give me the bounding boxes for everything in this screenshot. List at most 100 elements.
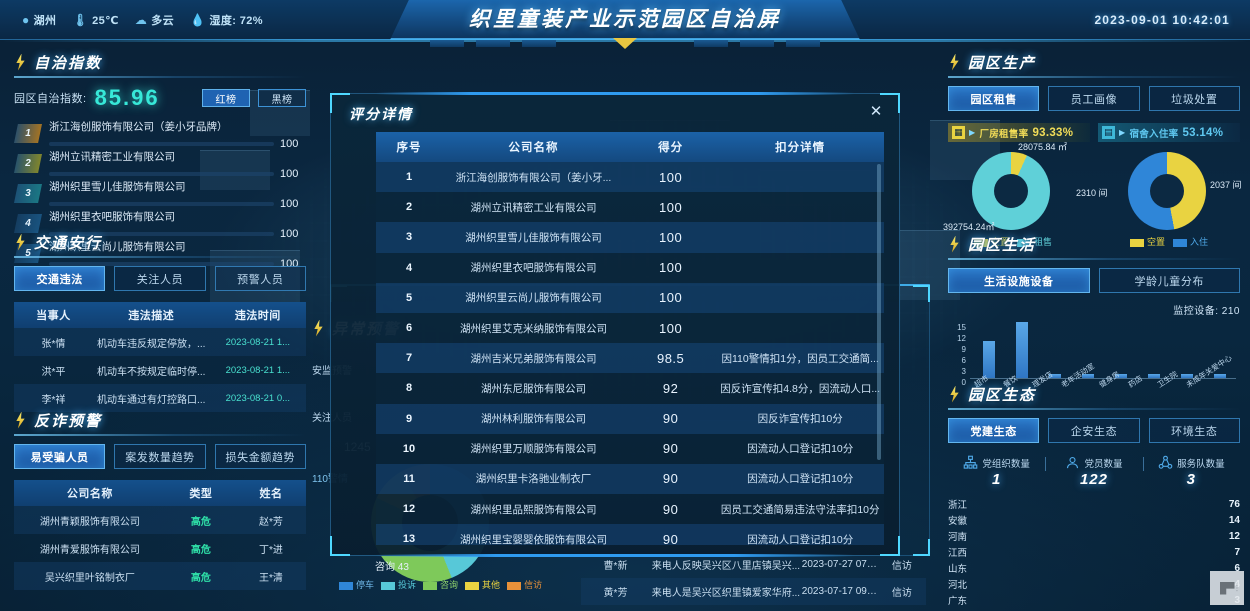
table-row[interactable]: 黄*芳 来电人是吴兴区织里镇爱家华府... 2023-07-17 09:... … [581,578,926,605]
bolt-icon [314,319,323,337]
monitoring-device-count: 监控设备: 210 [1173,306,1240,317]
cell-company: 湖州青爱服饰有限公司 [39,544,140,556]
cell-deduction: 因流动人口登记扣10分 [716,463,884,495]
table-row[interactable]: 6 湖州织里艾克米纳服饰有限公司 100 [376,312,884,344]
tab-case-count-trend[interactable]: 案发数量趋势 [114,444,206,469]
stat-label: 服务队数量 [1177,458,1225,470]
rank-badge: 4 [14,214,42,233]
province-name: 安徽 [948,516,968,527]
bar-clinic [1170,374,1203,378]
redlist-button[interactable]: 红榜 [202,89,250,107]
bar-elderly-room [1071,374,1104,378]
tab-school-age-children[interactable]: 学龄儿童分布 [1098,268,1240,293]
table-row[interactable]: 李*祥 机动车通过有灯控路口... 2023-08-21 0... [14,384,306,412]
tab-waste-disposal[interactable]: 垃圾处置 [1148,86,1240,111]
cell-time: 2023-07-17 09:... [801,578,878,605]
weather-temperature: 🌡 25℃ [72,14,118,27]
cell-deduction: 因反诈宣传扣10分 [716,403,884,434]
cell-company: 湖州织里万顺服饰有限公司 [442,433,625,464]
company-name: 湖州织里雪儿佳服饰有限公司 [49,181,186,193]
cell-score: 90 [624,494,717,525]
table-row[interactable]: 张*情 机动车违反规定停放，... 2023-08-21 1... [14,328,306,356]
list-item[interactable]: 2 湖州立讯精密工业有限公司 100 [14,147,306,180]
score-bar [49,142,274,146]
tab-enterprise-safety[interactable]: 企安生态 [1048,418,1140,443]
panel-title: 园区生态 [968,386,1037,404]
table-row[interactable]: 吴兴织里叶铭制衣厂 高危 王*清 [14,562,306,590]
thermometer-icon: 🌡 [72,13,89,27]
list-item[interactable]: 3 湖州织里雪儿佳服饰有限公司 100 [14,177,306,210]
production-donut-area: 28075.84 ㎡ 392754.24㎡ 空置 租售 2310 间 2037 … [943,142,1242,247]
cell-name: 赵*芳 [235,506,306,534]
tab-life-facilities[interactable]: 生活设施设备 [948,268,1090,293]
factory-rental-rate-chip: ▦ ▶ 厂房租售率 93.33% [948,123,1090,142]
table-row[interactable]: 2 湖州立讯精密工业有限公司 100 [376,192,884,223]
cell-score: 100 [624,222,717,253]
tab-employee-profile[interactable]: 员工画像 [1048,86,1140,111]
weather-location: ● 湖州 [22,12,56,28]
table-row[interactable]: 湖州青颖服饰有限公司 高危 赵*芳 [14,506,306,534]
table-row[interactable]: 7 湖州吉米兄弟服饰有限公司 98.5 因110警情扣1分，因员工交通简... [376,343,884,374]
table-row[interactable]: 4 湖州织里衣吧服饰有限公司 100 [376,252,884,283]
cell-company: 湖州立讯精密工业有限公司 [442,192,625,223]
table-row[interactable]: 5 湖州织里云尚儿服饰有限公司 100 [376,282,884,313]
corner-top-right [913,285,930,302]
panel-park-life: 园区生活 生活设施设备 学龄儿童分布 监控设备: 210 15 12 9 6 3… [948,232,1240,399]
table-row[interactable]: 10 湖州织里万顺服饰有限公司 90 因流动人口登记扣10分 [376,433,884,464]
ecology-stats: 党组织数量 1 党员数量 122 服务队数量 [948,455,1240,488]
tab-warning-person[interactable]: 预警人员 [214,266,306,291]
list-item[interactable]: 4 湖州织里衣吧服饰有限公司 100 [14,207,306,240]
col-company: 公司名称 [442,132,625,162]
list-item[interactable]: 5 湖州织里云尚儿服饰有限公司 100 [14,237,306,270]
legend-vacant: 空置 [974,235,1009,248]
weather-strip: ● 湖州 🌡 25℃ ☁ 多云 💧 湿度: 72% [22,0,263,40]
table-row[interactable]: 8 湖州东尼服饰有限公司 92 因反诈宣传扣4.8分，因流动人口... [376,373,884,404]
tab-traffic-violation[interactable]: 交通违法 [14,266,106,291]
legend-parking: 停车 [339,578,374,591]
dorm-occupancy-label: 宿舍入住率 [1129,128,1179,140]
stat-value: 1 [991,471,1002,488]
rank-badge: 2 [14,154,42,173]
table-row[interactable]: 湖州青爱服饰有限公司 高危 丁*进 [14,534,306,562]
modal-scrollbar[interactable] [877,164,881,460]
condition-label: 多云 [151,15,175,27]
blacklist-button[interactable]: 黑榜 [258,89,306,107]
table-row[interactable]: 13 湖州织里宝婴婴依服饰有限公司 90 因流动人口登记扣10分 [376,524,884,545]
header-rule [948,258,1240,260]
table-row[interactable]: 11 湖州织里卡洛驰业制衣厂 90 因流动人口登记扣10分 [376,463,884,495]
panel-park-ecology: 园区生态 党建生态 企安生态 环境生态 党组织数量 1 [948,382,1240,608]
table-row[interactable]: 1 浙江海创服饰有限公司（姜小牙... 100 [376,162,884,193]
stat-service-team: 服务队数量 3 [1142,455,1240,488]
list-item: 山东 6 [948,560,1240,576]
cell-time: 2023-08-21 1... [225,364,291,376]
tab-vulnerable-person[interactable]: 易受骗人员 [14,444,106,469]
legend-occupied: 入住 [1173,235,1208,248]
header-decoration [390,38,860,60]
table-row[interactable]: 3 湖州织里雪儿佳服饰有限公司 100 [376,222,884,253]
ecology-tabs: 党建生态 企安生态 环境生态 [948,418,1240,443]
list-item[interactable]: 1 浙江海创服饰有限公司（姜小牙品牌） 100 [14,117,306,150]
tab-party-building[interactable]: 党建生态 [948,418,1040,443]
ytick: 0 [961,378,966,387]
factory-donut-chart [972,152,1050,230]
table-row[interactable]: 9 湖州林利服饰有限公司 90 因反诈宣传扣10分 [376,403,884,434]
close-icon[interactable]: ✕ [869,103,883,120]
cell-company: 湖州织里雪儿佳服饰有限公司 [442,222,625,253]
tab-park-rental[interactable]: 园区租售 [948,86,1040,111]
panel-header: 自治指数 [14,50,306,78]
province-name: 广东 [948,596,968,607]
cell-description: 机动车不按规定临时停... [97,366,206,378]
table-row[interactable]: 12 湖州织里品熙服饰有限公司 90 因员工交通简易违法守法率扣10分 [376,494,884,525]
tab-loss-amount-trend[interactable]: 损失金额趋势 [214,444,306,469]
list-item: 浙江 76 [948,496,1240,512]
cell-no: 6 [376,312,443,344]
table-row[interactable]: 洪*平 机动车不按规定临时停... 2023-08-21 1... [14,356,306,384]
legend-rented: 租售 [1017,235,1052,248]
cell-no: 12 [376,494,443,525]
cell-deduction: 因员工交通简易违法守法率扣10分 [716,494,884,525]
province-name: 河北 [948,580,968,591]
tab-watched-person[interactable]: 关注人员 [114,266,206,291]
panel-header: 交通安行 [14,230,306,258]
tab-environment[interactable]: 环境生态 [1148,418,1240,443]
